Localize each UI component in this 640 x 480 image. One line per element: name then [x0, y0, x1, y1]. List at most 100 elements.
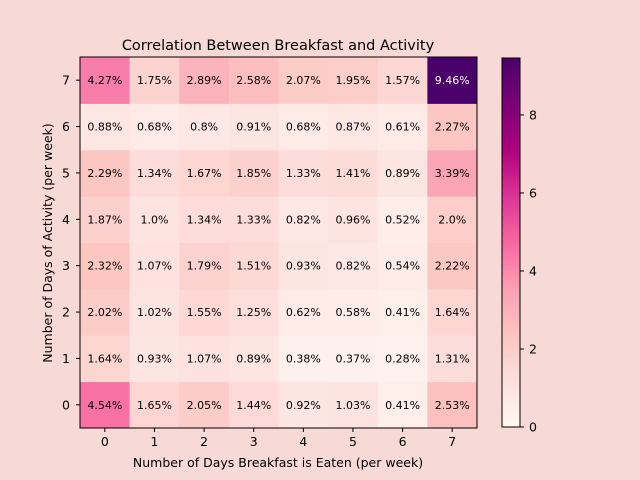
cell-label: 0.68%	[137, 121, 172, 134]
cell-label: 1.79%	[187, 260, 222, 273]
cell-label: 1.0%	[140, 213, 168, 226]
heatmap-cell	[278, 103, 329, 151]
cell-label: 0.82%	[286, 213, 321, 226]
cell-label: 1.33%	[236, 213, 271, 226]
cell-label: 1.65%	[137, 399, 172, 412]
y-tick-label: 7	[62, 73, 70, 88]
cell-label: 2.05%	[187, 399, 222, 412]
cell-label: 2.0%	[438, 213, 466, 226]
heatmap-cell	[129, 335, 180, 383]
cell-label: 1.75%	[137, 74, 172, 87]
plot-frame	[79, 56, 478, 429]
cell-label: 1.95%	[335, 74, 370, 87]
cell-label: 0.41%	[385, 399, 420, 412]
cell-label: 0.58%	[335, 306, 370, 319]
cell-label: 1.02%	[137, 306, 172, 319]
cell-label: 0.88%	[87, 121, 122, 134]
cell-label: 0.41%	[385, 306, 420, 319]
cell-label: 1.34%	[137, 167, 172, 180]
x-tick-label: 5	[349, 434, 357, 449]
heatmap-cell	[328, 196, 379, 243]
cell-label: 4.54%	[87, 399, 122, 412]
chart-title: Correlation Between Breakfast and Activi…	[122, 38, 435, 54]
heatmap-cell	[278, 288, 329, 336]
cell-label: 1.33%	[286, 167, 321, 180]
heatmap-cell	[328, 57, 379, 104]
cell-label: 0.28%	[385, 352, 420, 365]
cell-label: 0.54%	[385, 260, 420, 273]
cell-label: 0.62%	[286, 306, 321, 319]
x-axis-label: Number of Days Breakfast is Eaten (per w…	[133, 455, 423, 470]
colorbar-tick-label: 0	[529, 420, 537, 435]
heatmap-cell	[377, 149, 428, 197]
heatmap-cell	[228, 149, 279, 197]
heatmap-cell	[427, 149, 478, 197]
cell-label: 0.92%	[286, 399, 321, 412]
cell-label: 0.52%	[385, 213, 420, 226]
cell-label: 2.89%	[187, 74, 222, 87]
cell-label: 1.07%	[137, 260, 172, 273]
y-tick-label: 0	[62, 397, 70, 412]
heatmap-cell	[228, 242, 279, 290]
cell-label: 2.58%	[236, 74, 271, 87]
heatmap-cell	[427, 335, 478, 383]
cell-label: 1.51%	[236, 260, 271, 273]
colorbar-tick-label: 6	[529, 185, 537, 200]
cell-label: 2.22%	[435, 260, 470, 273]
heatmap-cell	[80, 57, 131, 104]
cell-label: 1.85%	[236, 167, 271, 180]
heatmap-cell	[179, 103, 230, 151]
cell-label: 1.67%	[187, 167, 222, 180]
heatmap-cell	[80, 242, 131, 290]
y-axis-label: Number of Days of Activity (per week)	[40, 123, 55, 362]
heatmap-cell	[278, 57, 329, 104]
heatmap-cell	[377, 242, 428, 290]
cell-label: 1.87%	[87, 213, 122, 226]
cell-label: 1.57%	[385, 74, 420, 87]
x-tick-label: 0	[101, 434, 109, 449]
y-tick-label: 6	[62, 119, 70, 134]
cell-label: 0.82%	[335, 260, 370, 273]
heatmap-cell	[278, 196, 329, 243]
heatmap-cell	[179, 381, 230, 429]
colorbar	[501, 57, 521, 428]
cell-label: 1.55%	[187, 306, 222, 319]
heatmap-cell	[427, 103, 478, 151]
x-tick-label: 2	[200, 434, 208, 449]
y-tick-label: 4	[62, 212, 70, 227]
cell-label: 0.89%	[385, 167, 420, 180]
heatmap-cell	[278, 149, 329, 197]
cell-label: 0.89%	[236, 352, 271, 365]
cell-label: 2.53%	[435, 399, 470, 412]
heatmap-cell	[427, 242, 478, 290]
heatmap-cell	[129, 381, 180, 429]
heatmap-cell	[328, 335, 379, 383]
cell-label: 0.91%	[236, 121, 271, 134]
heatmap-cell	[228, 381, 279, 429]
heatmap-cell	[129, 196, 180, 243]
heatmap-cell	[80, 335, 131, 383]
y-tick-label: 2	[62, 305, 70, 320]
heatmap-cell	[129, 149, 180, 197]
colorbar-tick-label: 2	[529, 341, 537, 356]
colorbar-ticks: 0 2 4 6 8	[520, 107, 537, 435]
y-axis-ticks: 0 1 2 3 4 5 6 7	[62, 73, 80, 412]
heatmap-cell	[129, 242, 180, 290]
cell-label: 3.39%	[435, 167, 470, 180]
cell-label: 1.41%	[335, 167, 370, 180]
heatmap-cell	[179, 242, 230, 290]
x-tick-label: 7	[448, 434, 456, 449]
heatmap-cell	[80, 196, 131, 243]
heatmap-cell	[328, 242, 379, 290]
heatmap-cell	[377, 103, 428, 151]
colorbar-tick-label: 8	[529, 107, 537, 122]
heatmap-cell	[80, 381, 131, 429]
heatmap-cell	[228, 196, 279, 243]
cell-label: 1.64%	[435, 306, 470, 319]
cell-label: 2.07%	[286, 74, 321, 87]
heatmap-cell	[228, 103, 279, 151]
heatmap-cell	[278, 242, 329, 290]
heatmap-cell	[228, 57, 279, 104]
